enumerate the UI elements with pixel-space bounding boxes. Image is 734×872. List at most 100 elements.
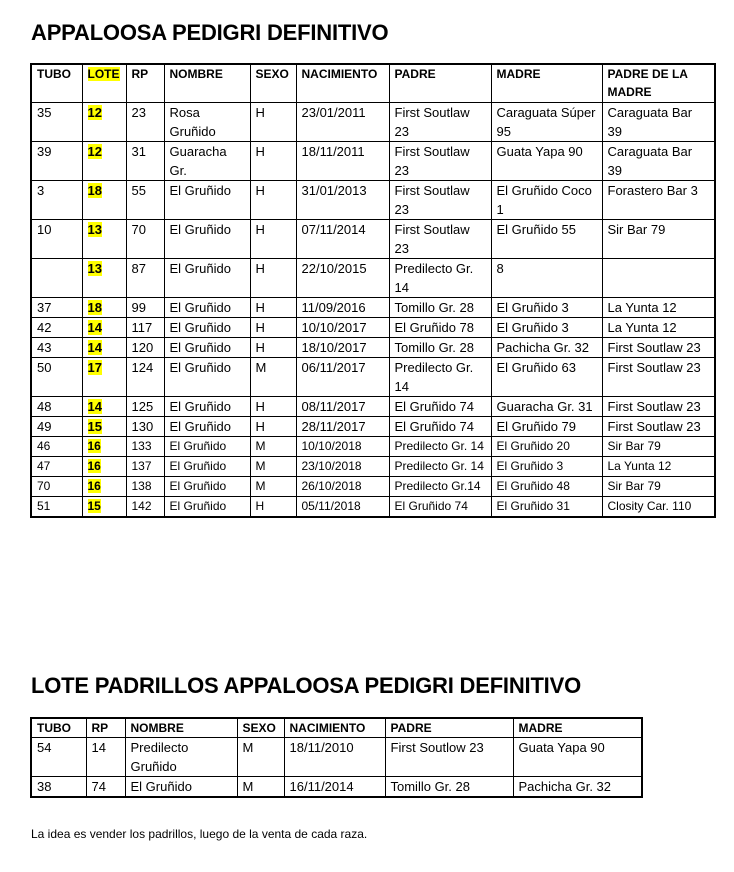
cell-text: 138 — [131, 479, 152, 493]
table-cell: 10/10/2018 — [295, 436, 390, 457]
table-cell: First Soutlaw 23 — [388, 219, 492, 259]
table-cell: H — [249, 297, 297, 318]
cell-text: Caraguata Bar 39 — [607, 144, 693, 178]
table-row: 35 12 23 Rosa Gruñido H 23/01/2011 First Soutl… — [30, 102, 716, 142]
cell-text: El Gruñido — [130, 779, 192, 794]
table-cell: El Gruñido — [124, 776, 238, 798]
cell-text: M — [255, 459, 266, 473]
section-title: LOTE PADRILLOS APPALOOSA PEDIGRI DEFINIT… — [31, 673, 581, 698]
cell-text: 125 — [131, 399, 154, 414]
table-cell: 124 — [125, 357, 165, 397]
table-cell: El Gruñido — [163, 396, 251, 417]
cell-text: 37 — [37, 300, 52, 315]
table-cell: 39 — [30, 141, 83, 181]
table-cell: El Gruñido 3 — [490, 456, 603, 477]
cell-text: 49 — [37, 419, 52, 434]
cell-text: Predilecto Gr. 14 — [394, 459, 484, 473]
pedigree-table: TUBO LOTE RP NOMBRE SEXO NACIMIENTO PADRE MADRE… — [30, 63, 716, 518]
table-cell: 26/10/2018 — [295, 476, 390, 497]
cell-text: El Gruñido 48 — [496, 479, 570, 493]
table-cell: M — [236, 737, 285, 777]
table-cell: Caraguata Súper 95 — [490, 102, 603, 142]
table-cell: El Gruñido — [163, 476, 251, 497]
cell-text: 55 — [131, 183, 146, 198]
table-cell: 42 — [30, 317, 83, 338]
table-cell: El Gruñido Coco 1 — [490, 180, 603, 220]
table-cell: 3 — [30, 180, 83, 220]
cell-text: 16 — [87, 479, 101, 493]
table-cell: 06/11/2017 — [295, 357, 390, 397]
table-cell: First Soutlow 23 — [384, 737, 514, 777]
cell-text: M — [255, 439, 266, 453]
cell-text: El Gruñido — [169, 399, 231, 414]
table-cell: Rosa Gruñido — [163, 102, 251, 142]
table-cell: Guata Yapa 90 — [512, 737, 643, 777]
cell-text: 42 — [37, 320, 52, 335]
table-cell: H — [249, 396, 297, 417]
cell-text: 16/11/2014 — [289, 779, 354, 794]
cell-text: El Gruñido 55 — [496, 222, 577, 237]
cell-text: 99 — [131, 300, 146, 315]
cell-text: 48 — [37, 399, 52, 414]
cell-text: M — [242, 740, 254, 755]
column-header: NOMBRE — [163, 63, 251, 103]
table-cell: Predilecto Gr.14 — [388, 476, 492, 497]
cell-text: 22/10/2015 — [301, 261, 367, 276]
table-cell: 18/11/2010 — [283, 737, 386, 777]
table-cell: 138 — [125, 476, 165, 497]
column-header: RP — [125, 63, 165, 103]
table-cell: 07/11/2014 — [295, 219, 390, 259]
cell-text: Predilecto Gr. 14 — [394, 360, 474, 394]
column-header-label: NOMBRE — [169, 67, 223, 81]
table-cell: First Soutlaw 23 — [601, 396, 716, 417]
column-header-label: RP — [91, 721, 109, 735]
table-cell: La Yunta 12 — [601, 297, 716, 318]
table-cell: H — [249, 416, 297, 437]
table-cell: 51 — [30, 496, 83, 518]
cell-text: 51 — [37, 499, 51, 513]
cell-text: 14 — [91, 740, 106, 755]
cell-text: El Gruñido 78 — [394, 320, 475, 335]
column-header: LOTE — [81, 63, 127, 103]
table-cell: El Gruñido 20 — [490, 436, 603, 457]
table-cell: Tomillo Gr. 28 — [384, 776, 514, 798]
table-cell: El Gruñido 3 — [490, 297, 603, 318]
column-header-label: SEXO — [242, 721, 276, 735]
cell-text: Predilecto Gr. 14 — [394, 261, 474, 295]
cell-text: El Gruñido — [169, 459, 227, 473]
column-header: SEXO — [249, 63, 297, 103]
table-cell — [30, 258, 83, 298]
column-header-label: NOMBRE — [130, 721, 184, 735]
table-row: 10 13 70 El Gruñido H 07/11/2014 First Soutlaw… — [30, 219, 716, 259]
table-cell: 120 — [125, 337, 165, 358]
table-cell: First Soutlaw 23 — [601, 357, 716, 397]
cell-text: 05/11/2018 — [301, 499, 361, 513]
table-cell: Sir Bar 79 — [601, 436, 716, 457]
cell-text: Caraguata Súper 95 — [496, 105, 596, 139]
cell-text: 13 — [87, 261, 102, 276]
table-cell: El Gruñido — [163, 180, 251, 220]
table-cell: El Gruñido 63 — [490, 357, 603, 397]
table-cell: La Yunta 12 — [601, 317, 716, 338]
cell-text: Caraguata Bar 39 — [607, 105, 693, 139]
table-cell: Guaracha Gr. 31 — [490, 396, 603, 417]
table-cell: El Gruñido — [163, 456, 251, 477]
column-header: PADRE — [388, 63, 492, 103]
table-cell: El Gruñido — [163, 337, 251, 358]
cell-text: 14 — [87, 399, 102, 414]
column-header: NACIMIENTO — [283, 717, 386, 738]
table-cell: First Soutlaw 23 — [388, 102, 492, 142]
cell-text: El Gruñido Coco 1 — [496, 183, 592, 217]
table-cell: 14 — [81, 396, 127, 417]
column-header-label: TUBO — [37, 67, 71, 81]
column-header-label: NACIMIENTO — [301, 67, 378, 81]
column-header-label: LOTE — [87, 67, 120, 81]
cell-text: Sir Bar 79 — [607, 439, 661, 453]
footer-note: La idea es vender los padrillos, luego d… — [31, 827, 368, 841]
cell-text: 08/11/2017 — [301, 399, 366, 414]
table-cell: Predilecto Gr. 14 — [388, 436, 492, 457]
table-header-row: TUBO RP NOMBRE SEXO NACIMIENTO PADRE MADRE — [30, 717, 643, 738]
cell-text: 31 — [131, 144, 146, 159]
table-cell: 48 — [30, 396, 83, 417]
table-cell: Predilecto Gr. 14 — [388, 258, 492, 298]
